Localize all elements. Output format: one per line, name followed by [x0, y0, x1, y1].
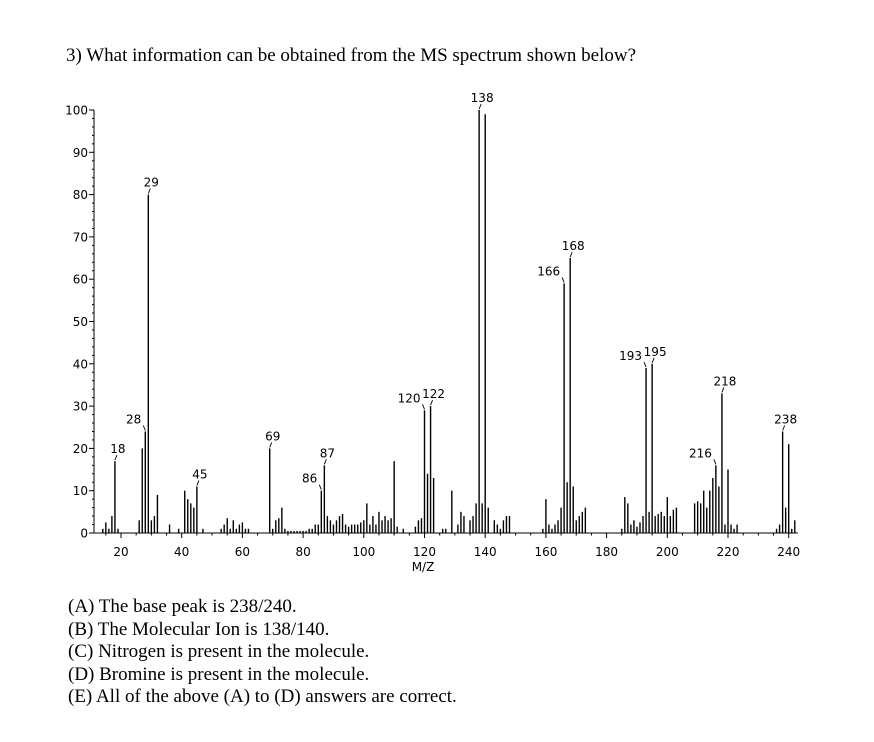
- peak-label: 218: [713, 374, 736, 388]
- y-tick-label: 40: [73, 357, 88, 371]
- peak-label: 87: [320, 446, 335, 460]
- x-tick-label: 140: [474, 545, 497, 559]
- chart-peaks: [102, 110, 796, 533]
- x-axis-title: M/Z: [412, 560, 435, 574]
- y-tick-label: 70: [73, 230, 88, 244]
- peak-label-connector: [713, 459, 717, 465]
- y-tick-label: 10: [73, 484, 88, 498]
- peak-label: 195: [644, 345, 667, 359]
- peak-label: 168: [562, 239, 585, 253]
- peak-label: 166: [537, 264, 560, 278]
- peak-label: 69: [265, 429, 280, 443]
- peak-label: 193: [619, 349, 642, 363]
- answer-choices: (A) The base peak is 238/240. (B) The Mo…: [68, 596, 457, 709]
- peak-label: 86: [302, 472, 317, 486]
- x-tick-label: 220: [717, 545, 740, 559]
- y-tick-label: 30: [73, 400, 88, 414]
- peak-label-connector: [643, 361, 647, 368]
- question-text: 3) What information can be obtained from…: [66, 45, 637, 66]
- peak-label-connector: [147, 188, 151, 194]
- chart-axes: 0 10 20 30 40 50 60 70 80 90 100 20 40 60 80 100 120 140 1…: [65, 104, 800, 560]
- peak-label-connector: [569, 251, 573, 258]
- x-tick-label: 120: [413, 545, 436, 559]
- x-tick-label: 180: [595, 545, 618, 559]
- y-tick-label: 0: [80, 527, 88, 541]
- peak-label-connector: [422, 404, 425, 410]
- answer-option-d[interactable]: (D) Bromine is present in the molecule.: [68, 663, 370, 685]
- x-tick-label: 40: [174, 545, 189, 559]
- peak-label: 28: [126, 412, 141, 426]
- x-tick-label: 80: [295, 545, 310, 559]
- peak-label: 238: [774, 412, 797, 426]
- peak-label: 120: [398, 391, 421, 405]
- answer-option-a[interactable]: (A) The base peak is 238/240.: [68, 596, 297, 617]
- x-tick-label: 240: [777, 545, 800, 559]
- x-tick-label: 100: [352, 545, 375, 559]
- peak-label-connector: [430, 399, 433, 406]
- y-tick-label: 60: [73, 273, 88, 287]
- y-tick-label: 20: [73, 442, 88, 456]
- peak-label-connector: [196, 480, 200, 486]
- peak-label: 29: [144, 176, 159, 190]
- answer-option-c[interactable]: (C) Nitrogen is present in the molecule.: [68, 641, 370, 662]
- y-tick-label: 100: [65, 104, 88, 118]
- peak-label-connector: [142, 425, 146, 431]
- y-tick-label: 90: [73, 146, 88, 160]
- peak-label: 122: [422, 387, 445, 401]
- x-tick-label: 200: [656, 545, 679, 559]
- x-tick-label: 20: [113, 545, 128, 559]
- peak-label-connector: [478, 103, 482, 110]
- answer-option-b[interactable]: (B) The Molecular Ion is 138/140.: [68, 618, 330, 640]
- peak-label: 138: [471, 91, 494, 105]
- peak-label-connector: [269, 442, 273, 448]
- peak-label: 216: [689, 446, 712, 460]
- peak-label-connector: [721, 387, 725, 393]
- peak-label: 18: [110, 442, 125, 456]
- answer-option-e[interactable]: (E) All of the above (A) to (D) answers …: [68, 686, 457, 707]
- peak-label-connector: [561, 277, 565, 283]
- peak-label-connector: [782, 425, 786, 431]
- peak-label: 45: [192, 467, 207, 481]
- peak-label-connector: [318, 484, 322, 490]
- peak-label-connector: [323, 459, 327, 465]
- y-tick-label: 50: [73, 315, 88, 329]
- x-tick-label: 60: [235, 545, 250, 559]
- y-tick-label: 80: [73, 188, 88, 202]
- x-tick-label: 160: [534, 545, 557, 559]
- peak-label-connector: [651, 357, 655, 363]
- peak-label-connector: [114, 454, 118, 461]
